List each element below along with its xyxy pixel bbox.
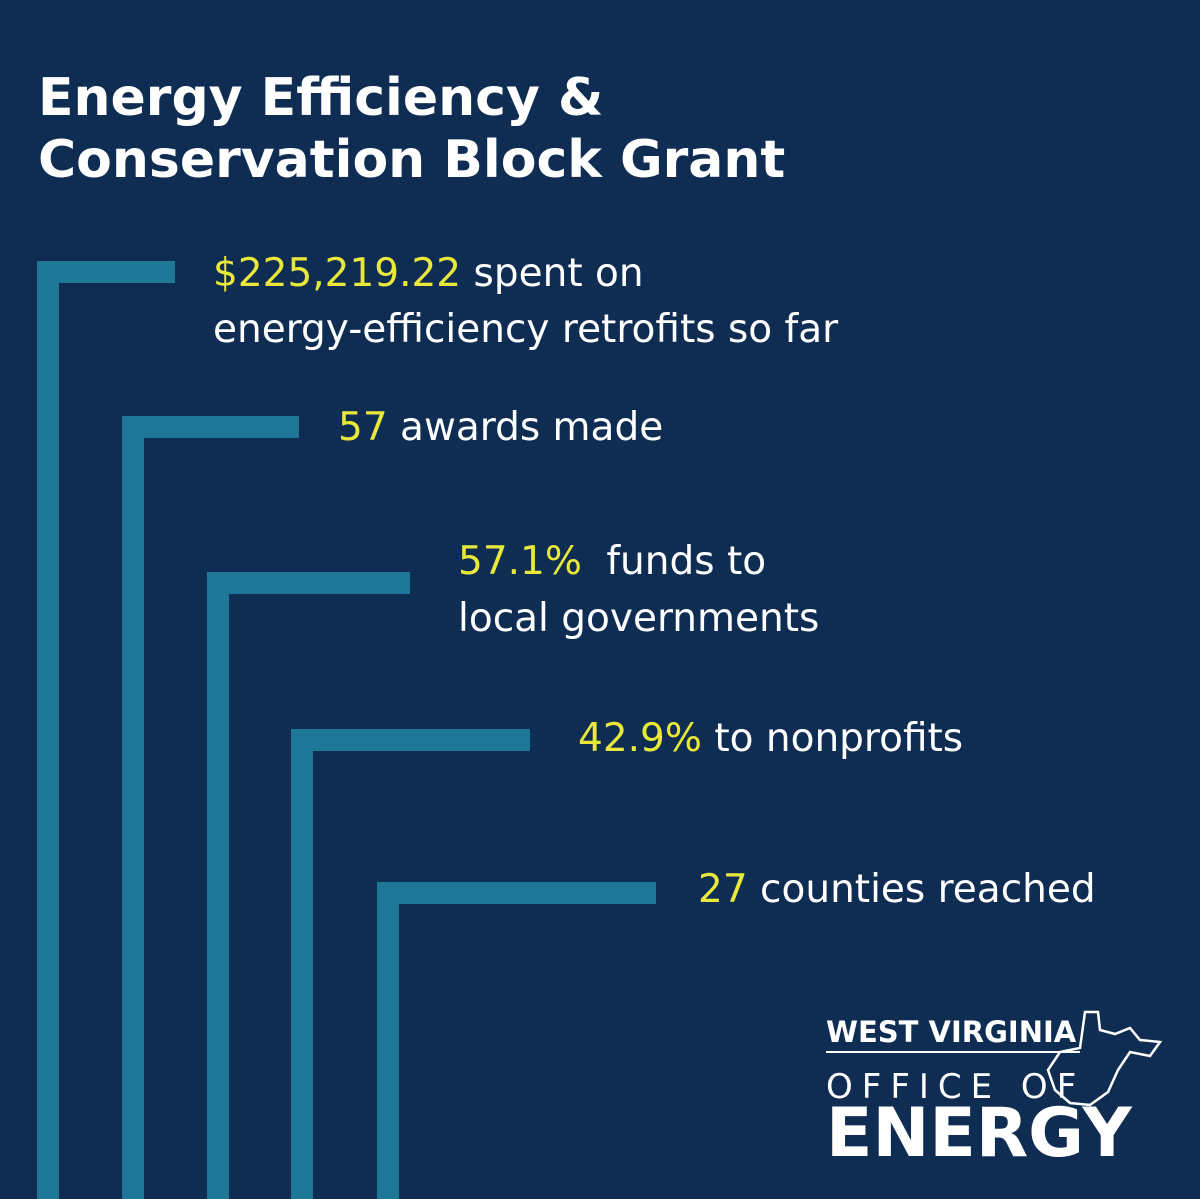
stat-text: awards made (400, 405, 663, 450)
stat: 57 awards made (338, 405, 663, 450)
stat: 27 counties reached (698, 867, 1096, 912)
title: Conservation Block Grant (38, 130, 785, 190)
stat-highlight: 42.9% (578, 716, 702, 761)
stat-text: counties reached (760, 867, 1096, 912)
stat-text: local governments (458, 596, 819, 641)
connector (37, 261, 175, 1199)
connector (291, 729, 530, 1199)
state-outline (1046, 1010, 1163, 1107)
connector (207, 572, 410, 1199)
stat-highlight: $225,219.22 (213, 251, 461, 296)
logo-text: OFFICE OF (826, 1067, 1085, 1107)
stat-highlight: 57 (338, 405, 388, 450)
stat-highlight: 27 (698, 867, 748, 912)
connector (377, 882, 656, 1199)
stat: $225,219.22 spent on (213, 251, 644, 296)
stat-text: to nonprofits (714, 716, 963, 761)
stat-text: energy-efficiency retrofits so far (213, 307, 839, 352)
stat: 57.1% funds to (458, 539, 766, 584)
logo-text: WEST VIRGINIA (826, 1015, 1077, 1049)
stat-text: funds to (606, 539, 766, 584)
title: Energy Efficiency & (38, 68, 603, 128)
stat: 42.9% to nonprofits (578, 716, 963, 761)
logo: WEST VIRGINIA OFFICE OF ENERGY (826, 1010, 1163, 1173)
stat-highlight: 57.1% (458, 539, 582, 584)
logo-text: ENERGY (826, 1094, 1132, 1173)
connector (122, 416, 299, 1199)
stat-text: spent on (474, 251, 644, 296)
